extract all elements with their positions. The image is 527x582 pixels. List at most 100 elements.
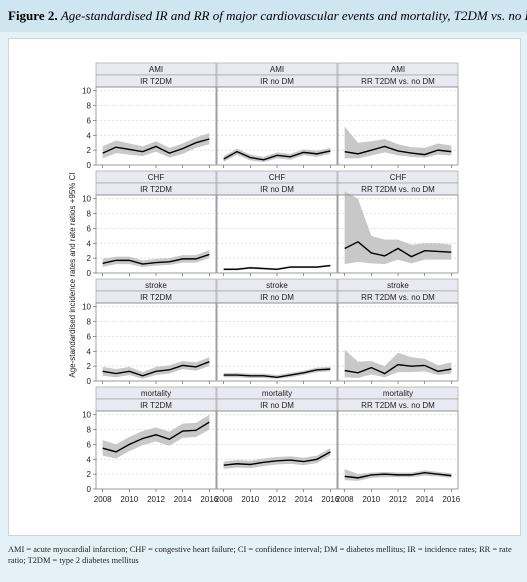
x-tick-label: 2014 <box>416 495 434 504</box>
plot-frame <box>95 194 217 274</box>
y-tick-label: 4 <box>87 239 92 248</box>
plot-frame <box>337 86 459 166</box>
plot-frame <box>216 194 338 274</box>
figure: Age-standardised incidence rates and rat… <box>8 38 521 536</box>
line <box>344 471 452 479</box>
row-title: CHF <box>269 173 286 182</box>
line <box>102 421 210 453</box>
row-title: mortality <box>383 389 413 398</box>
panel-title: IR no DM <box>260 77 294 86</box>
plot-frame <box>95 86 217 166</box>
caption-text: Age-standardised IR and RR of major card… <box>60 8 527 23</box>
line <box>102 253 210 265</box>
y-tick-label: 8 <box>87 318 92 327</box>
panel-title: IR no DM <box>260 185 294 194</box>
ci-band <box>344 191 452 265</box>
panel-title: IR T2DM <box>140 401 172 410</box>
x-tick-label: 2014 <box>295 495 313 504</box>
line <box>102 361 210 377</box>
line <box>102 138 210 154</box>
plot-frame <box>95 302 217 382</box>
ci-band <box>102 414 210 459</box>
figure-caption: Figure 2. Age-standardised IR and RR of … <box>0 0 527 32</box>
y-tick-label: 4 <box>87 455 92 464</box>
row-title: AMI <box>270 65 284 74</box>
y-tick-label: 2 <box>87 254 92 263</box>
y-tick-label: 10 <box>82 87 91 96</box>
x-tick-label: 2014 <box>174 495 192 504</box>
y-tick-label: 0 <box>87 161 92 170</box>
row-title: mortality <box>262 389 292 398</box>
panel-title: IR T2DM <box>140 77 172 86</box>
row-title: CHF <box>390 173 407 182</box>
x-tick-label: 2012 <box>147 495 165 504</box>
line <box>344 145 452 156</box>
panel-title: RR T2DM vs. no DM <box>361 185 435 194</box>
y-tick-label: 6 <box>87 224 92 233</box>
plot-frame <box>216 86 338 166</box>
row-title: AMI <box>391 65 405 74</box>
ci-band <box>344 349 452 379</box>
x-tick-label: 2016 <box>442 495 460 504</box>
y-tick-label: 10 <box>82 411 91 420</box>
row-title: stroke <box>387 281 409 290</box>
plot-frame <box>95 410 217 490</box>
row-title: stroke <box>266 281 288 290</box>
panel-title: IR T2DM <box>140 185 172 194</box>
x-tick-label: 2010 <box>120 495 138 504</box>
ci-band <box>223 264 331 271</box>
x-tick-label: 2010 <box>362 495 380 504</box>
caption-label: Figure 2. <box>8 8 58 23</box>
row-title: AMI <box>149 65 163 74</box>
panel-title: IR no DM <box>260 401 294 410</box>
row-title: mortality <box>141 389 171 398</box>
panel-title: RR T2DM vs. no DM <box>361 293 435 302</box>
y-tick-label: 10 <box>82 195 91 204</box>
x-tick-label: 2010 <box>241 495 259 504</box>
y-tick-label: 0 <box>87 377 92 386</box>
line <box>223 368 331 378</box>
y-tick-label: 8 <box>87 426 92 435</box>
y-tick-label: 4 <box>87 131 92 140</box>
y-tick-label: 2 <box>87 146 92 155</box>
x-tick-label: 2012 <box>268 495 286 504</box>
plot-frame <box>337 410 459 490</box>
y-axis-label: Age-standardised incidence rates and rat… <box>68 172 77 377</box>
chart-grid: Age-standardised incidence rates and rat… <box>68 62 461 504</box>
y-tick-label: 6 <box>87 332 92 341</box>
plot-frame <box>216 302 338 382</box>
panel-title: IR T2DM <box>140 293 172 302</box>
line <box>223 264 331 270</box>
ci-band <box>102 249 210 268</box>
y-tick-label: 8 <box>87 210 92 219</box>
row-title: CHF <box>148 173 165 182</box>
panel-title: RR T2DM vs. no DM <box>361 401 435 410</box>
panel-title: RR T2DM vs. no DM <box>361 77 435 86</box>
y-tick-label: 8 <box>87 102 92 111</box>
y-tick-label: 4 <box>87 347 92 356</box>
y-tick-label: 6 <box>87 440 92 449</box>
line <box>344 240 452 258</box>
plot-frame <box>216 410 338 490</box>
plot-frame <box>337 194 459 274</box>
x-tick-label: 2012 <box>389 495 407 504</box>
y-tick-label: 2 <box>87 362 92 371</box>
plot-frame <box>337 302 459 382</box>
ci-band <box>102 357 210 379</box>
y-tick-label: 6 <box>87 116 92 125</box>
footnote: AMI = acute myocardial infarction; CHF =… <box>8 545 512 565</box>
x-tick-label: 2016 <box>200 495 218 504</box>
x-tick-label: 2008 <box>215 495 233 504</box>
y-tick-label: 2 <box>87 470 92 479</box>
y-tick-label: 0 <box>87 485 92 494</box>
y-tick-label: 10 <box>82 303 91 312</box>
ci-band <box>223 448 331 469</box>
panel-title: IR no DM <box>260 293 294 302</box>
y-tick-label: 0 <box>87 269 92 278</box>
x-tick-label: 2008 <box>94 495 112 504</box>
line <box>223 451 331 466</box>
line <box>223 150 331 161</box>
line <box>344 363 452 375</box>
x-tick-label: 2008 <box>336 495 354 504</box>
